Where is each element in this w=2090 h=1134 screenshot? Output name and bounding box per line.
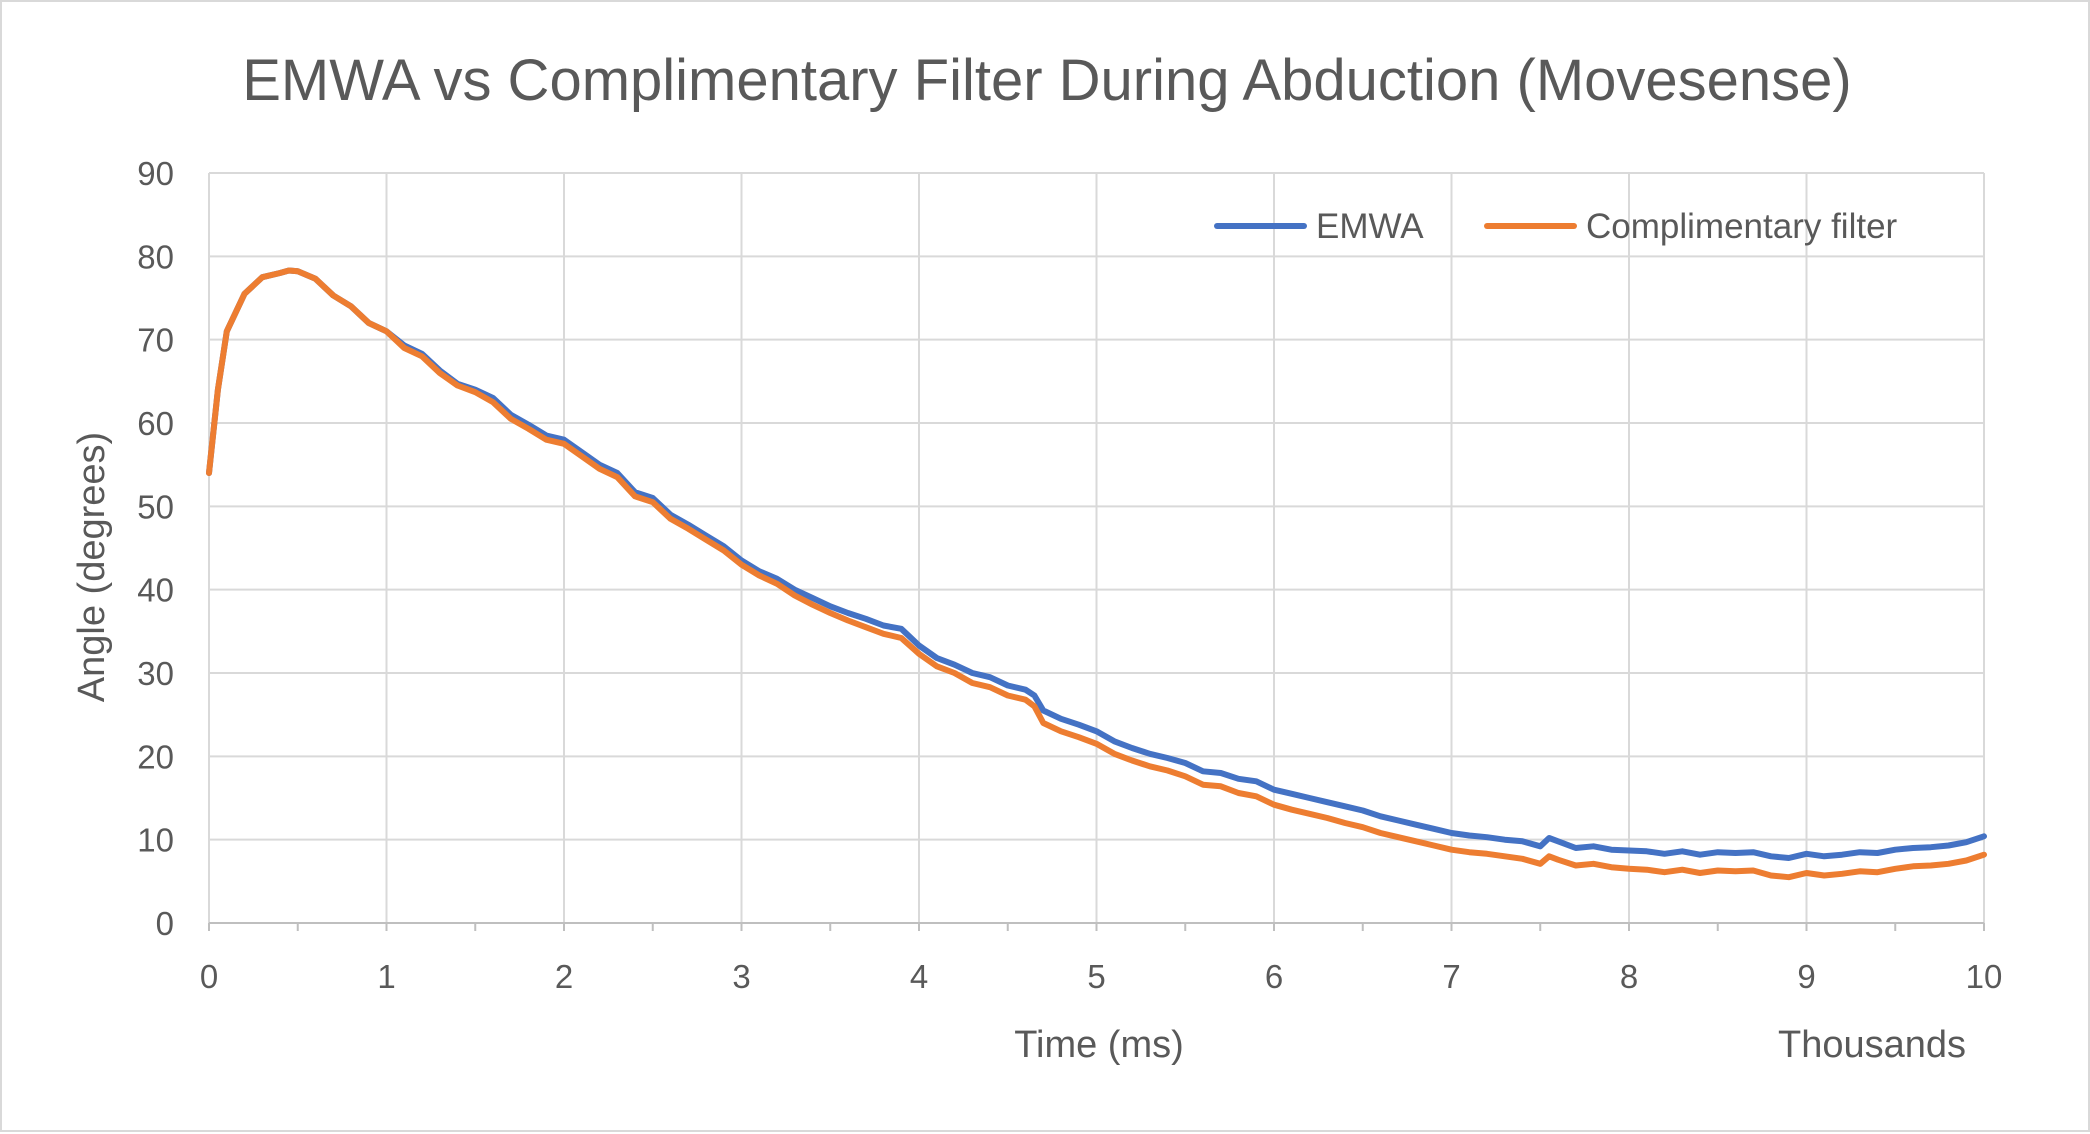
y-tick-label: 10 xyxy=(137,822,174,859)
x-tick-label: 4 xyxy=(910,958,928,995)
legend-label: Complimentary filter xyxy=(1586,207,1898,246)
x-axis-unit-label: Thousands xyxy=(1778,1024,1966,1066)
x-tick-label: 0 xyxy=(200,958,218,995)
y-tick-label: 30 xyxy=(137,655,174,692)
y-tick-label: 40 xyxy=(137,572,174,609)
x-tick-label: 8 xyxy=(1620,958,1638,995)
x-tick-label: 5 xyxy=(1087,958,1105,995)
series-line-complimentary-filter xyxy=(206,267,1987,881)
y-tick-label: 70 xyxy=(137,322,174,359)
y-tick-label: 80 xyxy=(137,238,174,275)
x-tick-label: 3 xyxy=(732,958,750,995)
y-tick-label: 50 xyxy=(137,488,174,525)
x-tick-label: 7 xyxy=(1442,958,1460,995)
grid-lines xyxy=(208,172,1985,931)
series-layer xyxy=(206,267,1987,881)
y-tick-label: 90 xyxy=(137,155,174,192)
x-axis-title: Time (ms) xyxy=(1014,1024,1184,1066)
legend-label: EMWA xyxy=(1316,207,1424,246)
x-tick-label: 10 xyxy=(1966,958,2003,995)
x-tick-label: 2 xyxy=(555,958,573,995)
x-tick-label: 9 xyxy=(1797,958,1815,995)
chart-title: EMWA vs Complimentary Filter During Abdu… xyxy=(242,48,1852,113)
legend: EMWA Complimentary filter xyxy=(1214,207,1898,246)
x-axis-ticks: 0 1 2 3 4 5 6 7 8 9 10 xyxy=(200,958,2003,995)
y-axis-ticks: 0 10 20 30 40 50 60 70 80 90 xyxy=(137,155,174,942)
y-tick-label: 60 xyxy=(137,405,174,442)
y-tick-label: 20 xyxy=(137,738,174,775)
x-tick-label: 6 xyxy=(1265,958,1283,995)
y-tick-label: 0 xyxy=(156,905,174,942)
x-tick-label: 1 xyxy=(377,958,395,995)
y-axis-title: Angle (degrees) xyxy=(71,432,113,702)
